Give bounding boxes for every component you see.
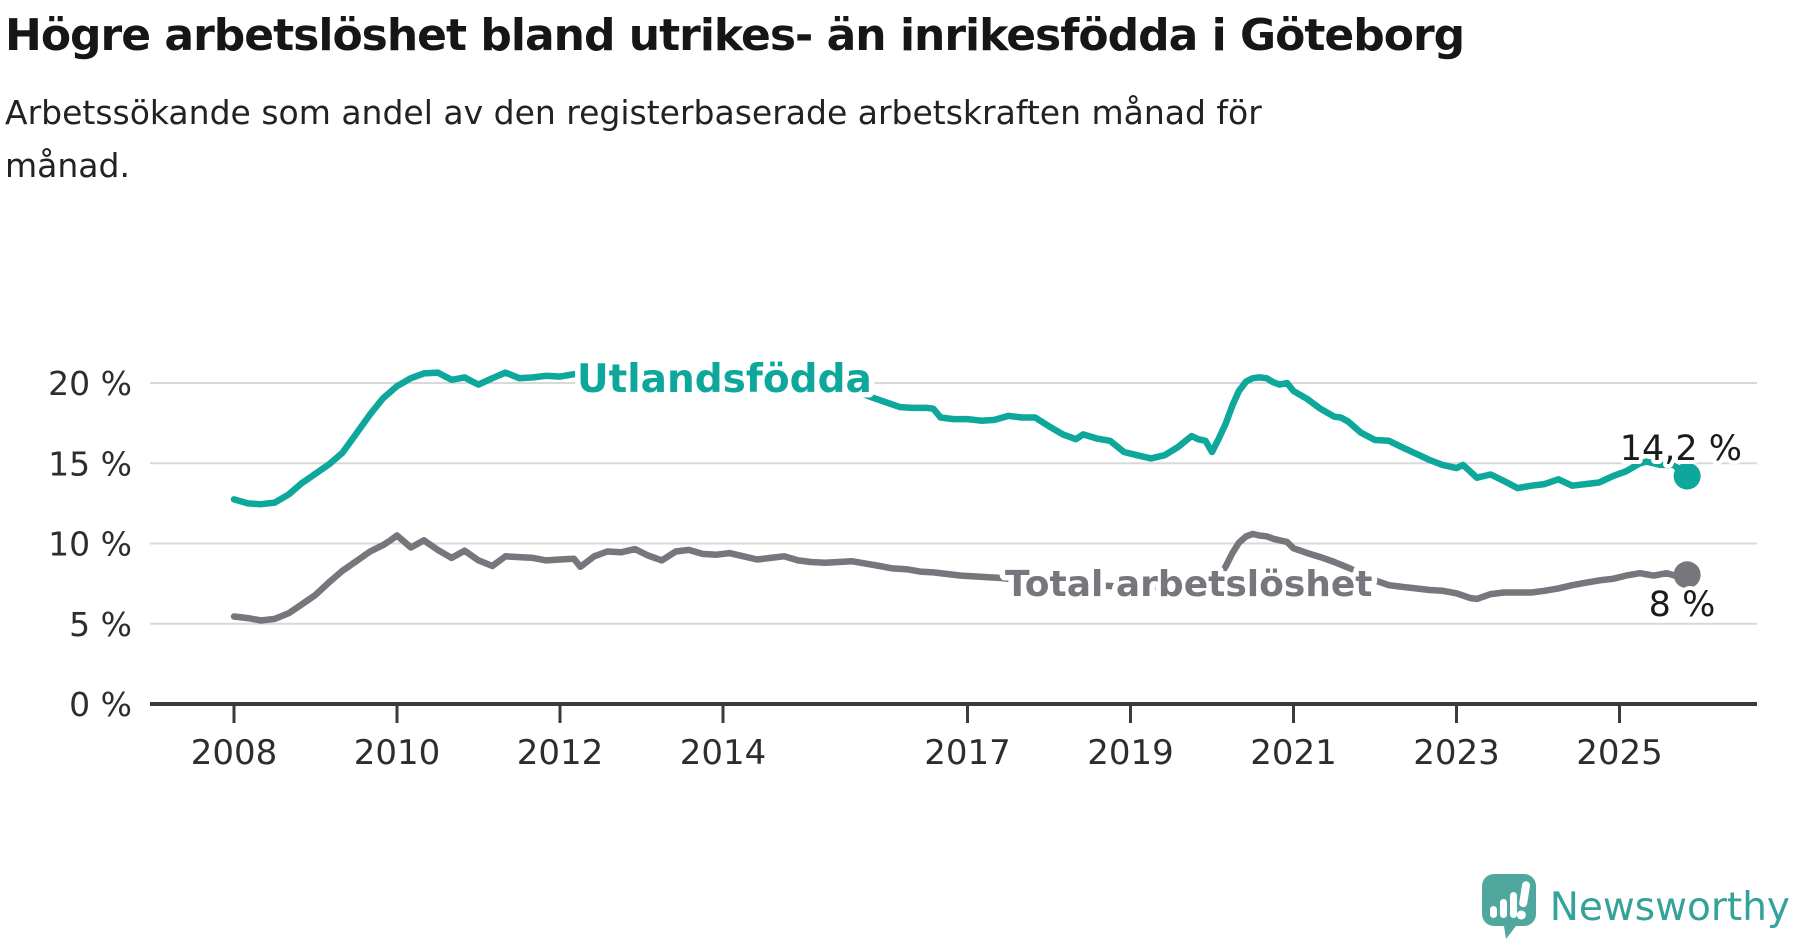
end-value-label-utlandsfodda: 14,2 % (1620, 429, 1742, 469)
series-label-total-arbetsloshet: Total arbetslöshet (1005, 564, 1373, 605)
chart-title: Högre arbetslöshet bland utrikes- än inr… (5, 10, 1465, 61)
series-end-dot-total-arbetsloshet (1673, 561, 1701, 589)
end-value-label-total-arbetsloshet: 8 % (1649, 585, 1716, 625)
x-axis-tick-label: 2025 (1576, 733, 1663, 773)
x-axis-tick-label: 2012 (517, 733, 604, 773)
x-axis-tick-label: 2008 (191, 733, 278, 773)
chart-header: Högre arbetslöshet bland utrikes- än inr… (0, 0, 1800, 193)
chart-subtitle: Arbetssökande som andel av den registerb… (5, 93, 1262, 185)
x-axis: 2008 2010 2012 2014 2017 2019 2021 2023 2025 (150, 702, 1757, 773)
x-axis-tick-label: 2017 (924, 733, 1011, 773)
newsworthy-logo-icon (1481, 874, 1536, 939)
gridlines: 0 % 5 % 10 % 15 % 20 % (48, 364, 1757, 724)
y-axis-tick-label: 15 % (48, 444, 132, 483)
y-axis-tick-label: 5 % (69, 605, 132, 644)
series-line-total-arbetsloshet (230, 530, 1691, 624)
x-axis-tick-label: 2010 (354, 733, 441, 773)
series-line-utlandsfodda (230, 366, 1691, 508)
newsworthy-brand-text: Newsworthy (1549, 884, 1790, 930)
y-axis-tick-label: 0 % (69, 685, 132, 724)
series-label-utlandsfodda: Utlandsfödda (577, 357, 872, 402)
x-axis-tick-label: 2014 (680, 733, 767, 773)
y-axis-tick-label: 20 % (48, 364, 132, 403)
x-axis-tick-label: 2021 (1250, 733, 1337, 773)
x-axis-tick-label: 2019 (1087, 733, 1174, 773)
x-axis-tick-label: 2023 (1413, 733, 1500, 773)
newsworthy-brand: Newsworthy (1481, 874, 1790, 940)
y-axis-tick-label: 10 % (48, 525, 132, 564)
series-end-dot-utlandsfodda (1673, 462, 1701, 490)
